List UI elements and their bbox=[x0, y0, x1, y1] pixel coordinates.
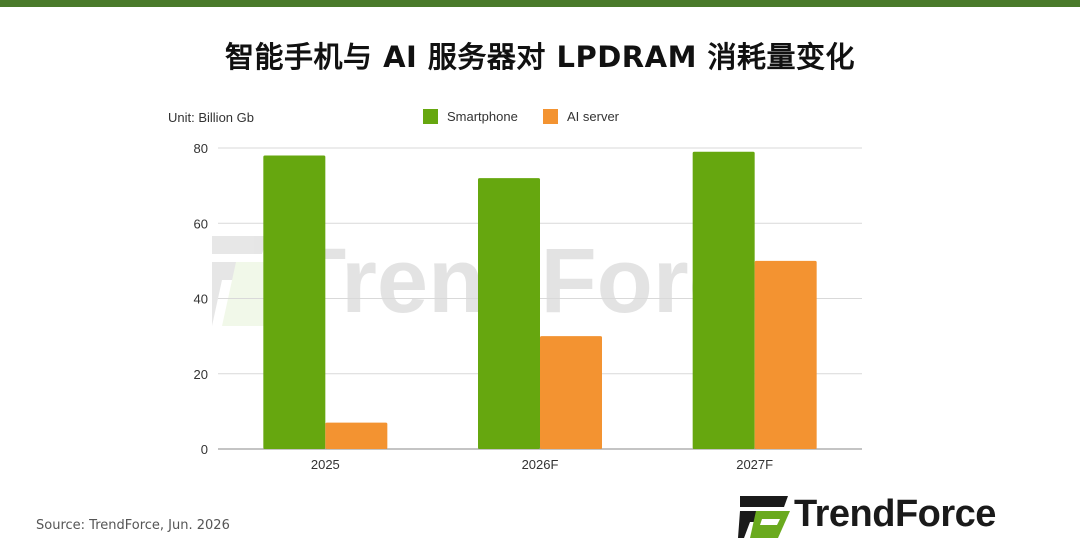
trendforce-logo-mark bbox=[738, 496, 790, 538]
x-axis: 2025 2026F 2027F bbox=[311, 457, 773, 472]
y-tick-label: 60 bbox=[194, 216, 208, 231]
y-axis: 0 20 40 60 80 bbox=[194, 141, 208, 457]
x-tick-label: 2027F bbox=[736, 457, 773, 472]
x-tick-label: 2025 bbox=[311, 457, 340, 472]
top-accent-bar bbox=[0, 0, 1080, 7]
y-tick-label: 20 bbox=[194, 367, 208, 382]
legend-swatch-ai-server bbox=[543, 109, 558, 124]
legend-swatch-smartphone bbox=[423, 109, 438, 124]
source-note: Source: TrendForce, Jun. 2026 bbox=[36, 518, 230, 533]
bars bbox=[263, 151, 817, 449]
brand-name: TrendForce bbox=[794, 493, 996, 535]
bar-smartphone-2026f bbox=[478, 178, 540, 449]
legend-label-smartphone: Smartphone bbox=[447, 109, 518, 124]
y-tick-label: 0 bbox=[201, 442, 208, 457]
legend-label-ai-server: AI server bbox=[567, 109, 620, 124]
bar-ai-server-2026f bbox=[540, 336, 602, 449]
y-tick-label: 40 bbox=[194, 292, 208, 307]
chart-legend: Smartphone AI server bbox=[423, 109, 620, 124]
trendforce-logo: TrendForce bbox=[736, 492, 1056, 542]
bar-smartphone-2025 bbox=[263, 155, 326, 449]
y-tick-label: 80 bbox=[194, 141, 208, 156]
chart-title: 智能手机与 AI 服务器对 LPDRAM 消耗量变化 bbox=[224, 40, 856, 74]
bar-ai-server-2025 bbox=[325, 422, 388, 449]
x-tick-label: 2026F bbox=[522, 457, 559, 472]
bar-ai-server-2027f bbox=[754, 260, 817, 449]
bar-chart: TrendForce Unit: Billion Gb Smartphone AI… bbox=[168, 109, 862, 472]
unit-label: Unit: Billion Gb bbox=[168, 110, 254, 125]
bar-smartphone-2027f bbox=[692, 151, 755, 449]
